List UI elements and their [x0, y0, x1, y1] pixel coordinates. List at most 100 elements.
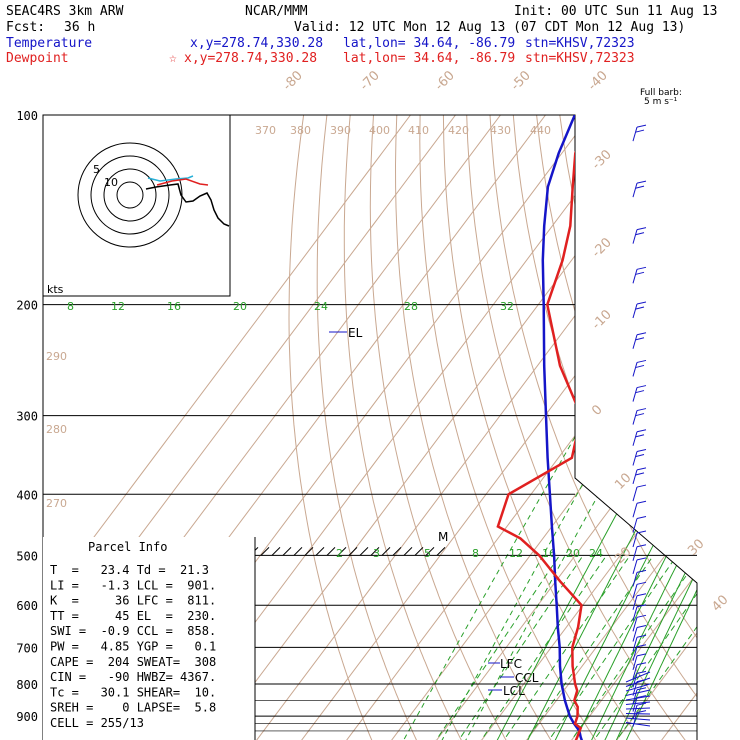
mixing-ratio-label: 3 [373, 547, 380, 560]
wind-barb-staff [632, 503, 638, 518]
wind-barb-flag [636, 614, 647, 618]
level-markers: EL M LFC CCL LCL [329, 326, 539, 698]
pressure-tick-label: 800 [16, 678, 38, 692]
wind-barb-flag [636, 429, 647, 433]
pressure-tick-label: 700 [16, 641, 38, 655]
wind-barb-staff [632, 546, 638, 561]
temperature-legend: Temperature [6, 36, 92, 51]
wind-barb-staff [625, 722, 651, 727]
wind-barbs [625, 124, 651, 727]
wind-barb-flag [636, 408, 647, 412]
wind-barb-flag [636, 634, 647, 638]
wind-barb-flag [635, 232, 645, 236]
wind-barb-flag [635, 337, 645, 341]
temperature-latlon: lat,lon= 34.64, -86.79 [343, 36, 515, 51]
wind-barb-flag [636, 530, 647, 534]
freezing-hatch [436, 546, 446, 556]
dry-adiabat [723, 115, 740, 740]
parcel-info-row: CAPE = 204 SWEAT= 308 [50, 655, 216, 669]
wind-barb-staff [632, 334, 638, 349]
pressure-tick-label: 500 [16, 549, 38, 563]
theta-label: 270 [46, 497, 67, 510]
pressure-tick-label: 400 [16, 488, 38, 502]
parcel-info: Parcel Info T = 23.4 Td = 21.3LI = -1.3 … [43, 537, 256, 740]
parcel-info-row: CELL = 255/13 [50, 716, 144, 730]
wind-barb-flag [635, 434, 645, 438]
dry-adiabat [629, 115, 697, 740]
hodograph-ring-10 [103, 168, 157, 222]
freezing-hatch [260, 546, 270, 556]
temperature-profile [541, 115, 585, 740]
mixing-ratio-label: 5 [424, 547, 431, 560]
parcel-info-row: CIN = -90 HWBZ= 4367. [50, 670, 216, 684]
hodograph-trace-lower [156, 178, 209, 186]
isotherm [432, 115, 697, 740]
mixing-ratio-label: 8 [67, 300, 74, 313]
theta-label: 380 [290, 124, 311, 137]
lfc-marker: LFC [500, 657, 522, 671]
wind-barb-flag [635, 390, 645, 394]
pressure-tick-label: 300 [16, 410, 38, 424]
wind-barb-flag [636, 670, 647, 674]
wind-barb-flag [636, 581, 647, 585]
isotherm-label: -20 [589, 235, 615, 261]
wind-barb-staff [625, 695, 651, 701]
dewpoint-station: stn=KHSV,72323 [525, 51, 635, 66]
freezing-hatch [271, 546, 281, 556]
mixing-ratio-label: 24 [314, 300, 328, 313]
mixing-ratio-line [524, 304, 697, 740]
wind-barb-flag [636, 227, 647, 231]
wind-barb-flag [636, 301, 647, 305]
freezing-hatch [348, 546, 358, 556]
mixing-ratio-label: 8 [472, 547, 479, 560]
moist-adiabat [455, 555, 584, 740]
wind-barb-flag [636, 557, 647, 561]
wind-barb-staff [632, 431, 638, 446]
dewpoint-profile [496, 115, 592, 740]
wind-barb-flag [636, 500, 647, 504]
wind-barb-staff [632, 410, 638, 425]
wind-barb-staff [625, 677, 651, 687]
wind-barb-flag [635, 364, 645, 368]
wind-barb-flag [636, 593, 647, 597]
wind-barb-flag [635, 185, 645, 189]
wind-barb-staff [625, 713, 651, 715]
valid-time: Valid: 12 UTC Mon 12 Aug 13 (07 CDT Mon … [294, 20, 685, 35]
wind-barb-flag [636, 569, 647, 573]
hodograph-ring-15 [90, 155, 170, 235]
wind-barb-staff [632, 182, 638, 198]
m-marker: M [438, 530, 448, 544]
isotherm [703, 115, 740, 740]
wind-barb-flag [636, 702, 647, 706]
forecast-label: Fcst: [6, 20, 45, 35]
pressure-axis: 1002003004005006007008009001000 [9, 109, 38, 740]
wind-barb-staff [632, 126, 638, 142]
dry-adiabat [489, 115, 697, 740]
dry-adiabat [288, 115, 375, 740]
init-time: Init: 00 UTC Sun 11 Aug 13 [514, 4, 718, 19]
wind-barb-flag [636, 448, 647, 452]
freezing-hatch [359, 546, 369, 556]
isotherm-label: -60 [432, 68, 458, 94]
wind-barb-staff [625, 689, 651, 696]
dewpoint-xy: x,y=278.74,330.28 [184, 51, 317, 66]
wind-barb-staff [632, 697, 638, 712]
barb-legend-title: Full barb: [640, 88, 682, 98]
isotherm-label: 20 [612, 545, 634, 567]
pressure-tick-label: 100 [16, 109, 38, 123]
wind-barb-flag [636, 624, 647, 628]
wind-barb-staff [632, 689, 638, 704]
freezing-hatch [315, 546, 325, 556]
wind-barb-staff [632, 655, 638, 671]
hodograph: 5 10 kts [42, 114, 231, 297]
wind-barb-staff [632, 269, 638, 284]
hodograph-trace-mid [145, 183, 230, 227]
wind-barb-staff [632, 518, 638, 533]
parcel-info-row: PW = 4.85 YGP = 0.1 [50, 640, 216, 654]
isotherm-label: -40 [585, 68, 611, 94]
moist-adiabat [500, 555, 631, 740]
wind-barb-flag [636, 544, 647, 548]
hodograph-ring-20 [77, 142, 183, 248]
